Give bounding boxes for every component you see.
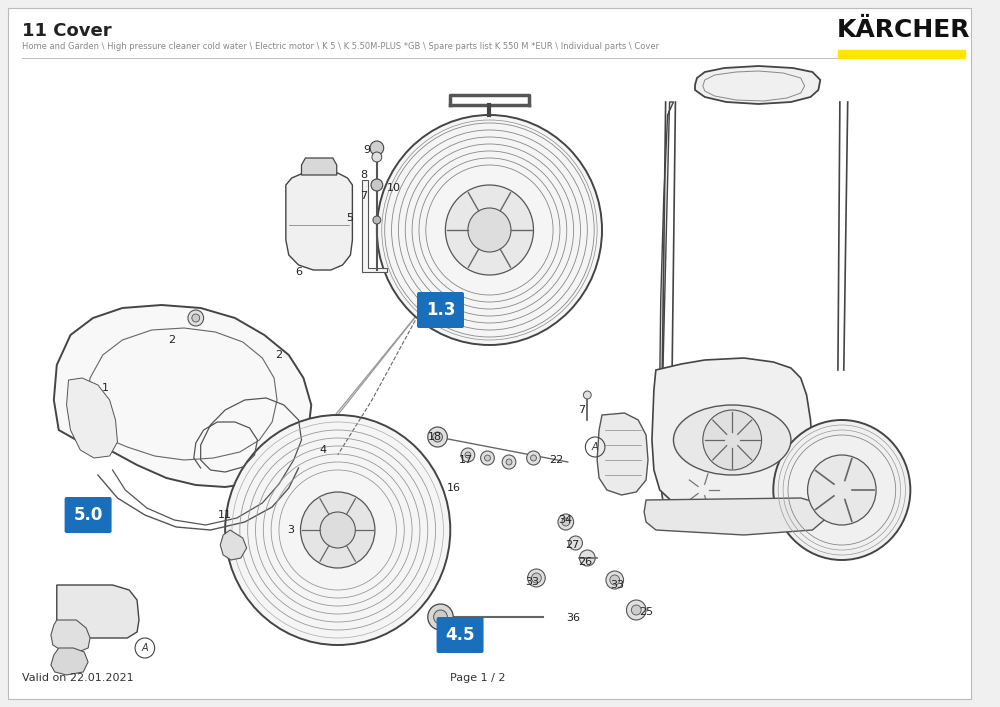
Polygon shape — [301, 158, 337, 175]
Text: 34: 34 — [558, 515, 572, 525]
Text: 26: 26 — [578, 557, 592, 567]
Text: A: A — [592, 442, 598, 452]
Text: 4.5: 4.5 — [445, 626, 475, 644]
FancyBboxPatch shape — [437, 617, 484, 653]
Text: A: A — [142, 643, 148, 653]
Polygon shape — [695, 66, 820, 104]
Text: 27: 27 — [566, 540, 580, 550]
Text: KÄRCHER: KÄRCHER — [837, 18, 970, 42]
Text: 25: 25 — [639, 607, 653, 617]
FancyBboxPatch shape — [65, 497, 112, 533]
Circle shape — [579, 550, 595, 566]
Polygon shape — [597, 413, 648, 495]
Circle shape — [485, 455, 490, 461]
Text: 11: 11 — [218, 510, 232, 520]
Circle shape — [626, 600, 646, 620]
Circle shape — [301, 492, 375, 568]
Polygon shape — [51, 620, 90, 652]
Text: 1: 1 — [102, 383, 109, 393]
Text: Valid on 22.01.2021: Valid on 22.01.2021 — [22, 673, 133, 683]
Circle shape — [373, 216, 381, 224]
Circle shape — [528, 569, 545, 587]
Polygon shape — [57, 585, 139, 638]
Circle shape — [583, 391, 591, 399]
Circle shape — [610, 575, 620, 585]
Text: 11 Cover: 11 Cover — [22, 22, 111, 40]
Circle shape — [445, 185, 533, 275]
Text: 22: 22 — [549, 455, 563, 465]
Circle shape — [371, 179, 383, 191]
Circle shape — [377, 115, 602, 345]
Text: 7: 7 — [578, 405, 585, 415]
Circle shape — [502, 455, 516, 469]
FancyBboxPatch shape — [417, 292, 464, 328]
Circle shape — [428, 427, 447, 447]
Circle shape — [662, 448, 744, 532]
Circle shape — [558, 514, 574, 530]
Ellipse shape — [673, 405, 791, 475]
Polygon shape — [286, 173, 352, 270]
Circle shape — [320, 512, 355, 548]
Text: 1.3: 1.3 — [426, 301, 455, 319]
Text: 16: 16 — [447, 483, 461, 493]
Polygon shape — [67, 378, 117, 458]
Polygon shape — [660, 102, 673, 420]
Text: 10: 10 — [387, 183, 401, 193]
Text: 36: 36 — [567, 613, 581, 623]
Circle shape — [461, 448, 475, 462]
Text: 5: 5 — [346, 213, 353, 223]
Text: Page 1 / 2: Page 1 / 2 — [450, 673, 506, 683]
Circle shape — [225, 415, 450, 645]
Text: 33: 33 — [610, 580, 624, 590]
Text: 4: 4 — [319, 445, 327, 455]
Circle shape — [527, 451, 540, 465]
Text: 2: 2 — [275, 350, 283, 360]
Text: 9: 9 — [364, 145, 371, 155]
Circle shape — [506, 459, 512, 465]
Circle shape — [531, 455, 536, 461]
Text: 7: 7 — [361, 191, 368, 201]
Circle shape — [434, 610, 447, 624]
Text: 8: 8 — [361, 170, 368, 180]
Text: 3: 3 — [287, 525, 294, 535]
Circle shape — [428, 604, 453, 630]
Circle shape — [188, 310, 204, 326]
Text: 5.0: 5.0 — [73, 506, 103, 524]
Circle shape — [465, 452, 471, 458]
Circle shape — [481, 451, 494, 465]
Circle shape — [532, 573, 541, 583]
Polygon shape — [652, 358, 812, 505]
Circle shape — [606, 571, 624, 589]
Circle shape — [631, 605, 641, 615]
Circle shape — [773, 420, 910, 560]
Polygon shape — [51, 648, 88, 675]
Bar — [838, 50, 965, 58]
Text: 6: 6 — [295, 267, 302, 277]
Polygon shape — [220, 530, 247, 560]
Text: 17: 17 — [459, 455, 473, 465]
Circle shape — [703, 410, 762, 470]
Text: 18: 18 — [428, 432, 442, 442]
Text: 33: 33 — [526, 577, 540, 587]
Text: Home and Garden \ High pressure cleaner cold water \ Electric motor \ K 5 \ K 5.: Home and Garden \ High pressure cleaner … — [22, 42, 659, 51]
Circle shape — [468, 208, 511, 252]
Text: 2: 2 — [168, 335, 175, 345]
Polygon shape — [362, 180, 387, 272]
Circle shape — [808, 455, 876, 525]
Circle shape — [562, 518, 570, 526]
Circle shape — [372, 152, 382, 162]
Circle shape — [569, 536, 582, 550]
Circle shape — [433, 432, 442, 442]
Circle shape — [685, 472, 720, 508]
Circle shape — [370, 141, 384, 155]
Polygon shape — [54, 305, 311, 487]
Circle shape — [192, 314, 200, 322]
Polygon shape — [644, 498, 824, 535]
